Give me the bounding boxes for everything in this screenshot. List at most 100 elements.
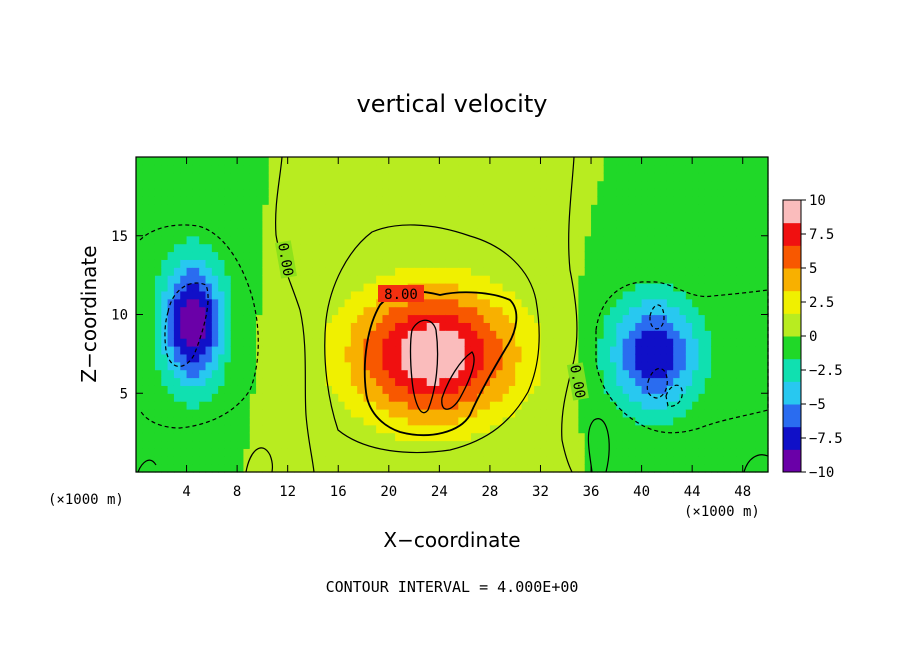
heatmap-cell: [534, 346, 542, 355]
heatmap-cell: [749, 283, 756, 292]
heatmap-cell: [761, 196, 769, 205]
heatmap-cell: [167, 456, 175, 465]
heatmap-cell: [268, 409, 276, 418]
heatmap-cell: [211, 314, 219, 323]
heatmap-cell: [616, 275, 624, 284]
heatmap-cell: [407, 432, 415, 442]
heatmap-cell: [711, 275, 719, 284]
heatmap-cell: [294, 290, 301, 300]
heatmap-cell: [477, 196, 485, 205]
heatmap-cell: [723, 464, 731, 473]
heatmap-cell: [730, 290, 737, 300]
heatmap-cell: [489, 401, 497, 410]
heatmap-cell: [382, 456, 390, 465]
heatmap-cell: [508, 267, 516, 276]
heatmap-cell: [628, 393, 636, 402]
heatmap-cell: [515, 424, 523, 434]
heatmap-cell: [433, 314, 440, 323]
heatmap-cell: [628, 157, 636, 166]
heatmap-cell: [755, 172, 763, 182]
heatmap-cell: [565, 172, 573, 182]
contour-label-bg-3: [566, 362, 589, 401]
heatmap-cell: [521, 267, 529, 276]
heatmap-cell: [382, 401, 390, 410]
heatmap-cell: [256, 227, 263, 237]
heatmap-cell: [136, 196, 143, 205]
heatmap-cell: [736, 385, 744, 394]
heatmap-cell: [180, 243, 188, 253]
heatmap-cell: [546, 172, 554, 182]
heatmap-cell: [553, 432, 561, 442]
heatmap-cell: [502, 290, 510, 300]
heatmap-cell: [199, 330, 207, 339]
heatmap-cell: [698, 409, 706, 418]
heatmap-cell: [224, 164, 232, 174]
heatmap-cell: [679, 314, 687, 323]
heatmap-cell: [666, 393, 674, 402]
heatmap-cell: [559, 424, 567, 434]
heatmap-cell: [597, 235, 605, 245]
heatmap-cell: [578, 180, 586, 190]
heatmap-cell: [350, 196, 358, 205]
heatmap-cell: [559, 227, 567, 237]
heatmap-cell: [262, 377, 270, 386]
heatmap-cell: [553, 212, 561, 221]
heatmap-cell: [167, 432, 175, 442]
heatmap-cell: [312, 456, 320, 465]
heatmap-cell: [331, 283, 339, 292]
contour-label-eight: 8.00: [384, 287, 418, 303]
heatmap-cell: [407, 172, 415, 182]
heatmap-cell: [148, 377, 156, 386]
heatmap-cell: [388, 235, 396, 245]
heatmap-cell: [369, 306, 377, 316]
heatmap-cell: [426, 393, 434, 402]
contour-neg-eight-right: [646, 367, 668, 399]
heatmap-cell: [154, 322, 162, 331]
heatmap-cell: [521, 432, 529, 442]
heatmap-cell: [256, 283, 263, 292]
heatmap-cell: [736, 290, 744, 300]
heatmap-cell: [749, 393, 756, 402]
heatmap-cell: [224, 259, 232, 268]
heatmap-cell: [161, 196, 169, 205]
heatmap-cell: [319, 448, 327, 457]
heatmap-cell: [306, 188, 314, 197]
heatmap-cell: [173, 353, 181, 363]
heatmap-cell: [205, 283, 213, 292]
heatmap-cell: [641, 212, 649, 221]
heatmap-cell: [755, 393, 763, 402]
heatmap-cell: [723, 409, 731, 418]
heatmap-cell: [578, 346, 586, 355]
heatmap-cell: [477, 369, 485, 379]
heatmap-cell: [230, 196, 238, 205]
heatmap-cell: [452, 338, 459, 347]
heatmap-cell: [647, 227, 655, 237]
heatmap-cell: [300, 220, 308, 229]
heatmap-cell: [319, 180, 327, 190]
heatmap-cell: [180, 267, 188, 276]
heatmap-cell: [395, 196, 403, 205]
heatmap-cell: [464, 251, 472, 260]
heatmap-cell: [685, 346, 693, 355]
heatmap-cell: [508, 416, 516, 426]
heatmap-cell: [458, 220, 466, 229]
heatmap-cell: [647, 251, 655, 260]
heatmap-cell: [218, 456, 226, 465]
heatmap-cell: [483, 188, 491, 197]
heatmap-cell: [256, 464, 263, 473]
heatmap-cell: [666, 338, 674, 347]
heatmap-cell: [154, 314, 162, 323]
heatmap-cell: [319, 377, 327, 386]
heatmap-cell: [458, 172, 466, 182]
heatmap-cell: [287, 188, 295, 197]
heatmap-cell: [489, 424, 497, 434]
heatmap-cell: [224, 440, 232, 449]
heatmap-cell: [470, 212, 478, 221]
heatmap-cell: [559, 188, 567, 197]
heatmap-cell: [628, 401, 636, 410]
heatmap-cell: [395, 353, 403, 363]
heatmap-cell: [489, 314, 497, 323]
heatmap-cell: [546, 283, 554, 292]
heatmap-cell: [357, 377, 365, 386]
heatmap-cell: [306, 416, 314, 426]
